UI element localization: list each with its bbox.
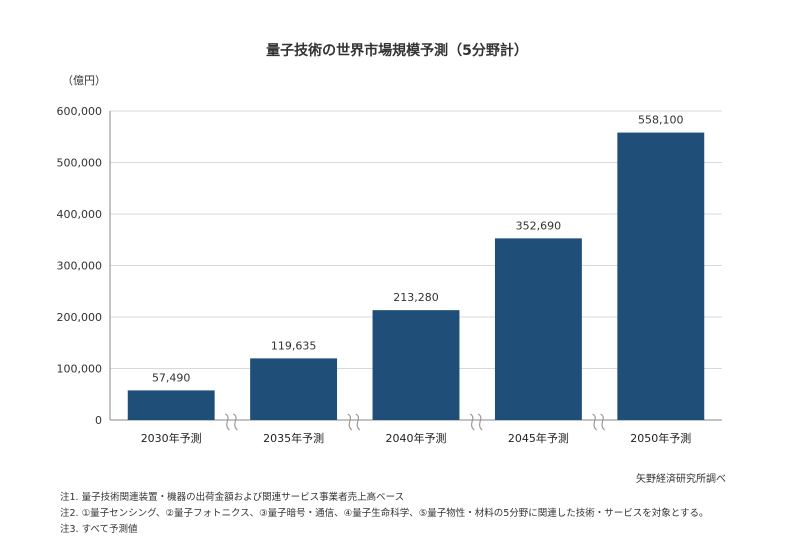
x-tick-label: 2030年予測 [141,431,202,445]
data-label: 352,690 [516,219,562,232]
x-tick-label: 2040年予測 [386,431,447,445]
axis-break-mark [347,413,353,431]
y-tick-label: 600,000 [57,105,103,118]
y-tick-label: 0 [95,414,102,427]
x-tick-label: 2050年予測 [630,431,691,445]
y-tick-label: 400,000 [57,208,103,221]
axis-break-mark [233,413,238,431]
axis-break-mark [355,413,361,431]
notes-block: 注1. 量子技術関連装置・機器の出荷金額および関連サービス事業者売上高ベース 注… [60,490,708,538]
chart-title: 量子技術の世界市場規模予測（5分野計） [266,43,528,59]
axis-break-mark [225,413,230,431]
source-label: 矢野経済研究所調べ [636,474,726,485]
y-axis-unit-label: （億円） [62,74,106,87]
note-2: 注2. ①量子センシング、②量子フォトニクス、③量子暗号・通信、④量子生命科学、… [60,508,709,519]
bar [372,310,460,420]
bar [127,390,215,420]
bar [494,238,582,420]
axis-break-mark [592,413,598,431]
data-label: 558,100 [638,114,684,127]
bar [617,132,705,421]
note-1: 注1. 量子技術関連装置・機器の出荷金額および関連サービス事業者売上高ベース [60,492,405,503]
x-tick-label: 2045年予測 [508,431,569,445]
axis-break-mark [477,413,483,431]
note-3: 注3. すべて予測値 [60,524,138,535]
axis-break-mark [600,413,606,431]
axis-break-mark [469,413,475,431]
data-label: 119,635 [271,339,317,352]
y-tick-label: 200,000 [57,311,103,324]
data-label: 213,280 [393,291,439,304]
data-label: 57,490 [152,371,191,384]
y-tick-label: 100,000 [57,363,103,376]
x-tick-label: 2035年予測 [263,431,324,445]
bar-chart: 0 100,000 200,000 300,000 400,000 500,000 600,… [57,105,722,445]
bar [250,358,338,420]
y-tick-label: 500,000 [57,157,103,170]
y-tick-label: 300,000 [57,260,103,273]
